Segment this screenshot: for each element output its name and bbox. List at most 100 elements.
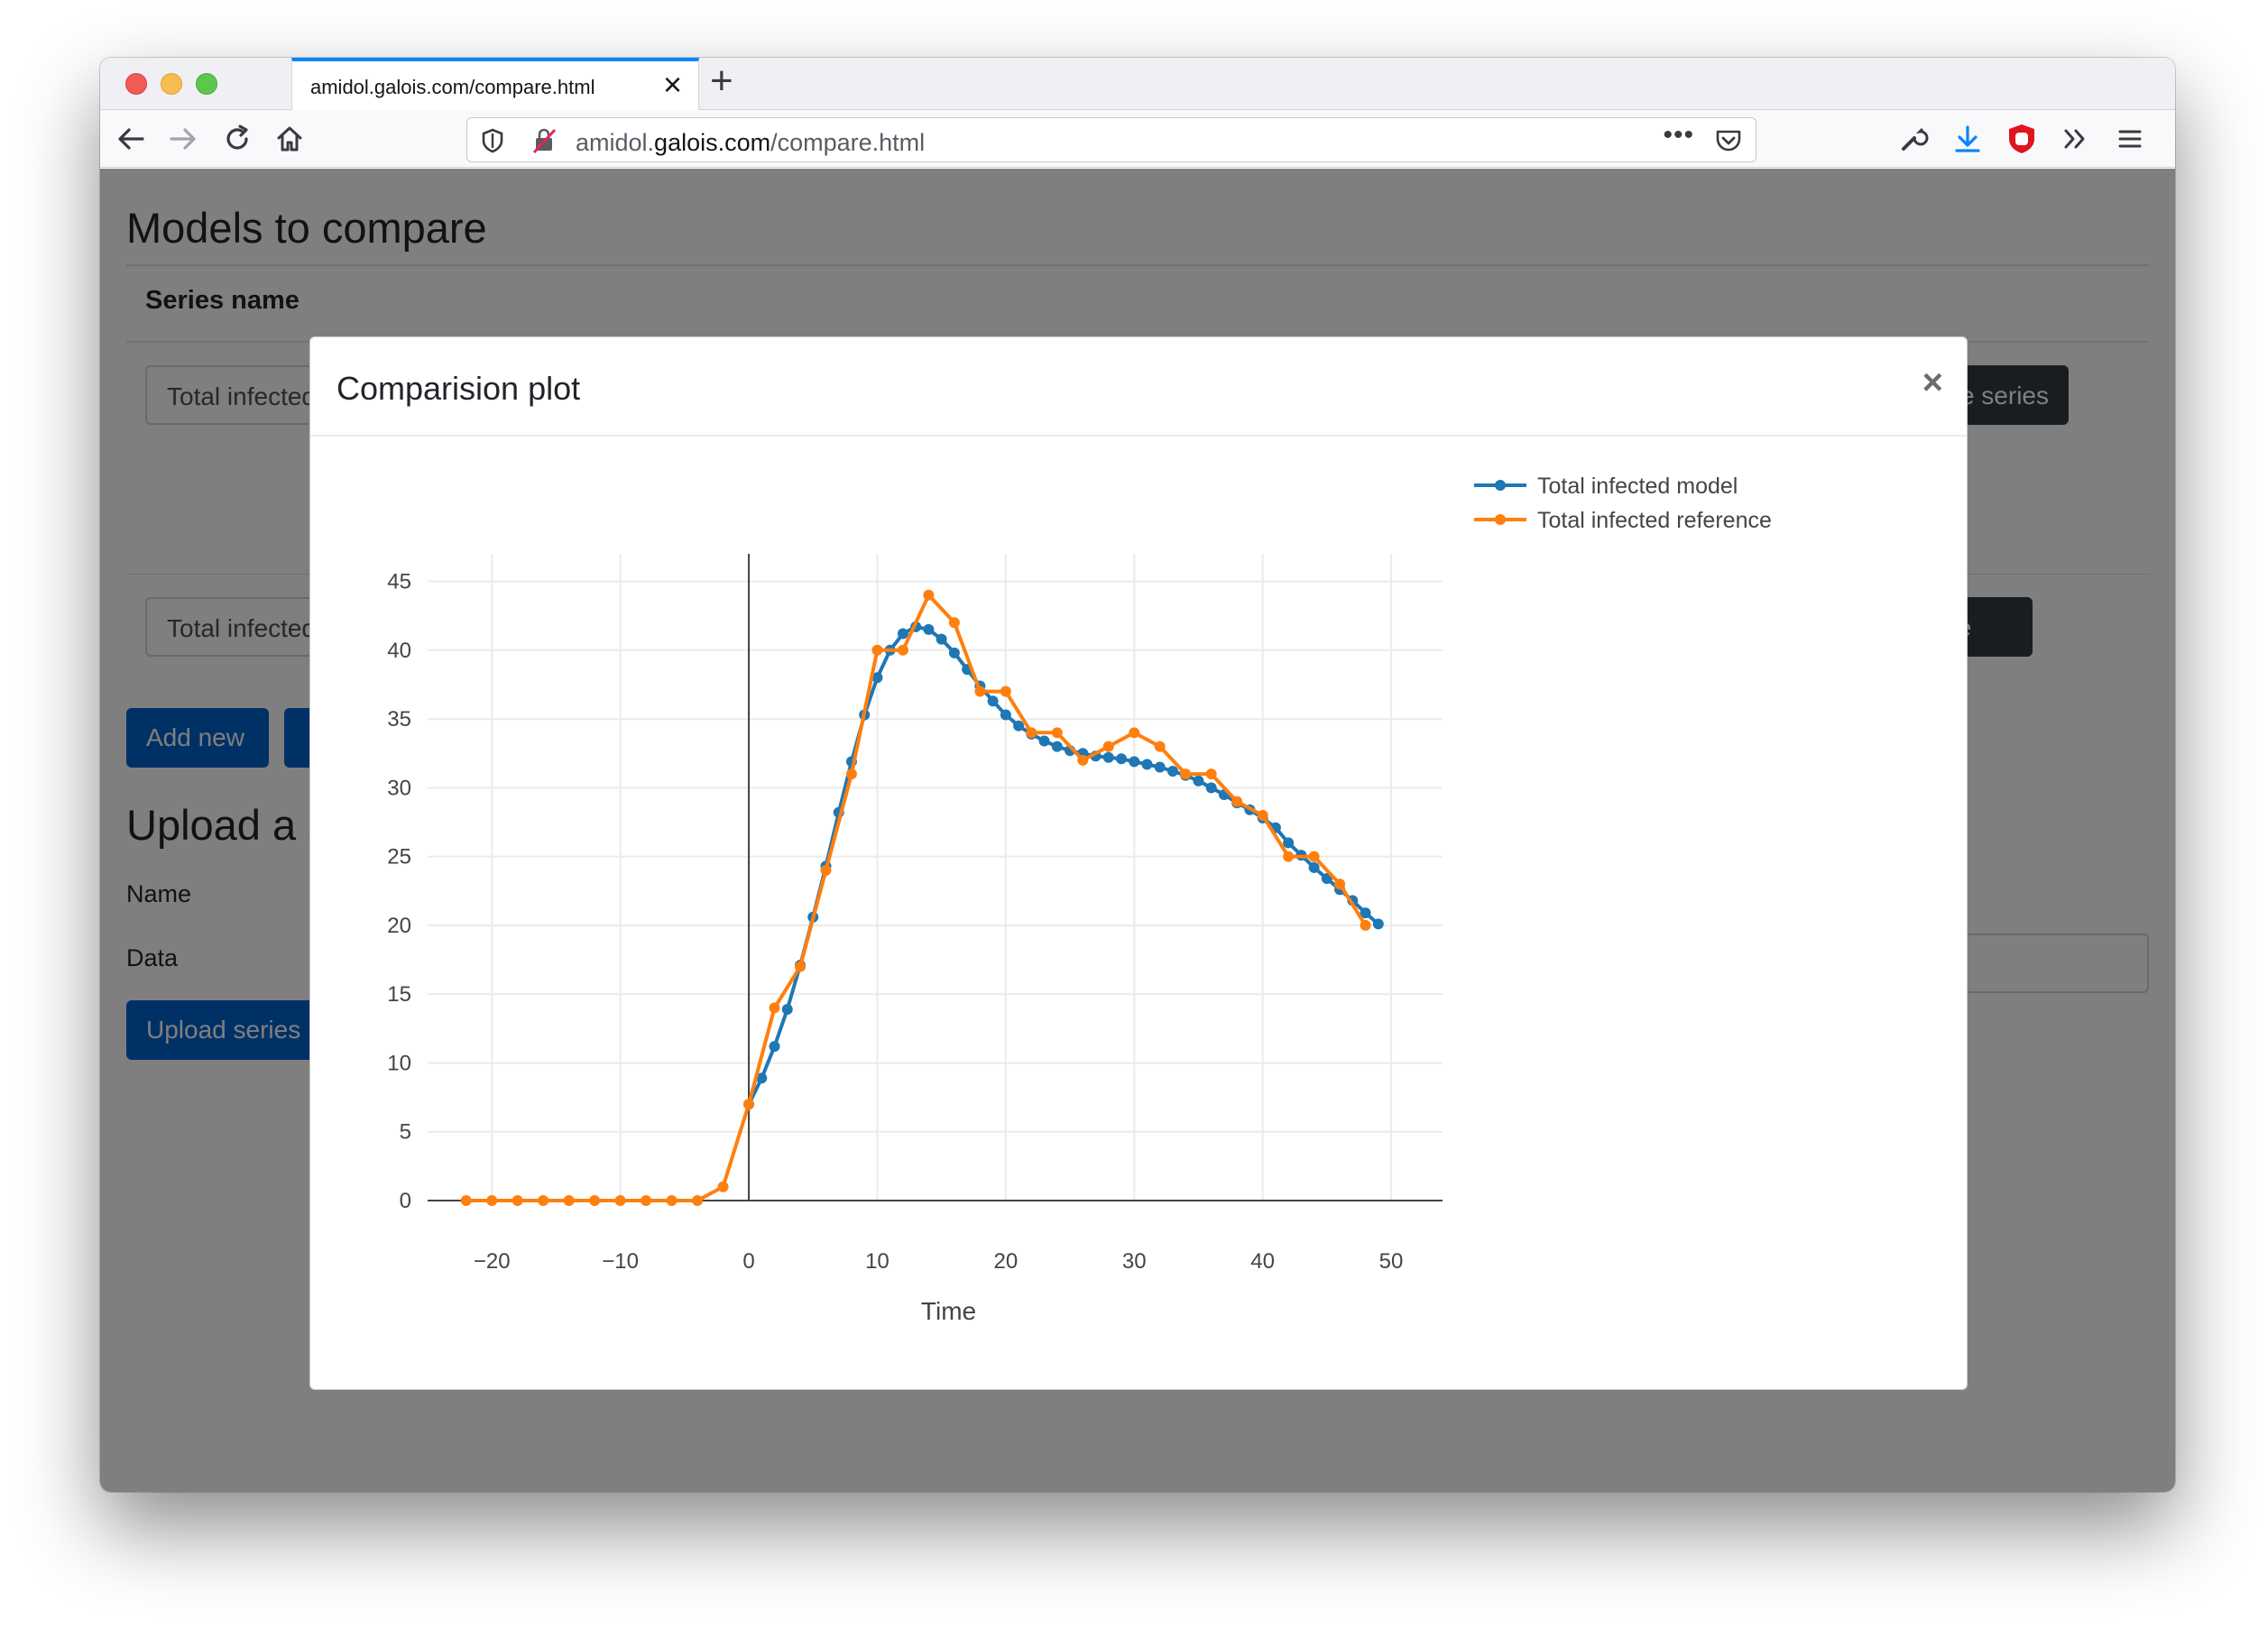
y-tick-label: 30	[387, 776, 411, 800]
series-2-point	[692, 1195, 704, 1206]
tab-close-icon[interactable]: ×	[662, 66, 682, 103]
series-1-point	[1129, 756, 1140, 768]
tracking-shield-icon[interactable]	[480, 127, 505, 154]
series-1-point	[1000, 709, 1011, 721]
insecure-lock-icon[interactable]	[530, 127, 558, 154]
series-2-point	[486, 1195, 498, 1206]
series-2-point	[1180, 768, 1192, 780]
back-icon[interactable]	[111, 119, 151, 159]
series-2-point	[538, 1195, 549, 1206]
x-tick-label: 10	[865, 1249, 890, 1274]
x-axis-title: Time	[921, 1297, 976, 1325]
series-1-point	[923, 623, 935, 635]
series-2-point	[820, 864, 832, 876]
series-2-point	[460, 1195, 472, 1206]
series-2-point	[512, 1195, 523, 1206]
series-1-point	[1115, 753, 1127, 765]
nav-toolbar: amidol.galois.com/compare.html •••	[100, 110, 2175, 168]
overflow-chevrons-icon[interactable]	[2056, 119, 2096, 159]
x-tick-label: −20	[474, 1249, 511, 1274]
address-bar[interactable]: amidol.galois.com/compare.html •••	[466, 117, 1756, 162]
series-1-point	[1193, 775, 1204, 787]
x-tick-label: −10	[602, 1249, 639, 1274]
reload-icon[interactable]	[217, 119, 257, 159]
series-1-point	[948, 647, 960, 658]
ublock-icon[interactable]	[2002, 119, 2042, 159]
series-2-point	[794, 961, 806, 972]
series-2-point	[1283, 851, 1295, 862]
series-1-point	[897, 628, 908, 640]
legend-swatch-marker	[1495, 480, 1506, 491]
y-tick-label: 25	[387, 845, 411, 870]
legend-label: Total infected model	[1537, 474, 1738, 499]
y-tick-label: 10	[387, 1051, 411, 1075]
series-1-point	[756, 1072, 768, 1084]
minimize-window-button[interactable]	[161, 73, 182, 95]
hamburger-menu-icon[interactable]	[2110, 119, 2150, 159]
series-1-point	[781, 1003, 793, 1015]
series-2-point	[769, 1002, 780, 1014]
legend-swatch-marker	[1495, 514, 1506, 525]
series-2-point	[1026, 727, 1037, 739]
home-icon[interactable]	[270, 119, 309, 159]
new-tab-icon[interactable]: +	[710, 59, 733, 103]
series-1-point	[1141, 759, 1153, 770]
modal-close-button[interactable]: ×	[1922, 363, 1943, 402]
series-1-point	[1308, 861, 1320, 873]
legend-label: Total infected reference	[1537, 508, 1772, 533]
series-1-point	[1360, 907, 1371, 919]
series-1-point	[1166, 766, 1178, 778]
series-2-point	[1308, 851, 1320, 862]
series-2-point	[1231, 796, 1243, 807]
download-icon[interactable]	[1948, 119, 1987, 159]
x-tick-label: 50	[1379, 1249, 1404, 1274]
series-2-point	[1051, 727, 1063, 739]
series-2-point	[1334, 879, 1346, 890]
page-content: Models to compare Series name Total infe…	[100, 169, 2175, 1492]
series-1-point	[936, 633, 947, 645]
y-tick-label: 35	[387, 707, 411, 732]
series-2-point	[974, 686, 986, 697]
series-2-point	[614, 1195, 626, 1206]
series-1-point	[987, 695, 999, 707]
series-2-point	[1154, 741, 1166, 752]
tab-title: amidol.galois.com/compare.html	[310, 76, 595, 98]
series-line-2	[466, 593, 1368, 1202]
x-tick-label: 30	[1122, 1249, 1147, 1274]
url-text[interactable]: amidol.galois.com/compare.html	[576, 129, 926, 156]
series-2-point	[563, 1195, 575, 1206]
y-tick-label: 0	[400, 1189, 411, 1213]
series-1-point	[1372, 918, 1384, 930]
series-2-point	[1077, 754, 1089, 766]
comparison-plot-modal: Comparision plot × −20 −10 0 10 20 30 40 50 0 5 10…	[309, 336, 1968, 1390]
series-1-point	[1102, 751, 1114, 763]
series-2-point	[743, 1099, 755, 1110]
modal-header: Comparision plot ×	[310, 337, 1967, 437]
zoom-window-button[interactable]	[196, 73, 217, 95]
wrench-icon[interactable]	[1894, 119, 1933, 159]
y-tick-label: 15	[387, 982, 411, 1007]
comparison-plot: −20 −10 0 10 20 30 40 50 0 5 10 15 20 25 30 35 40 45 Time T…	[387, 474, 1772, 1325]
series-2-point	[1360, 919, 1371, 931]
forward-icon[interactable]	[163, 119, 203, 159]
series-1-point	[1038, 735, 1050, 747]
browser-tab[interactable]: amidol.galois.com/compare.html ×	[291, 58, 699, 110]
x-tick-label: 20	[993, 1249, 1018, 1274]
tab-bar: amidol.galois.com/compare.html × +	[100, 58, 2175, 110]
series-1-point	[769, 1041, 780, 1053]
series-2-point	[1257, 809, 1268, 821]
browser-window: amidol.galois.com/compare.html × + amido…	[100, 58, 2175, 1492]
pocket-icon[interactable]	[1714, 126, 1743, 155]
series-2-point	[717, 1181, 729, 1192]
close-window-button[interactable]	[125, 73, 147, 95]
page-actions-icon[interactable]: •••	[1663, 120, 1694, 150]
series-1-point	[1283, 837, 1295, 849]
series-line-1	[747, 624, 1380, 1106]
series-2-point	[948, 617, 960, 629]
series-2-point	[641, 1195, 652, 1206]
series-2-point	[923, 589, 935, 601]
series-1-point	[1321, 873, 1332, 885]
series-2-point	[589, 1195, 601, 1206]
y-tick-label: 20	[387, 914, 411, 938]
modal-title: Comparision plot	[337, 370, 581, 407]
